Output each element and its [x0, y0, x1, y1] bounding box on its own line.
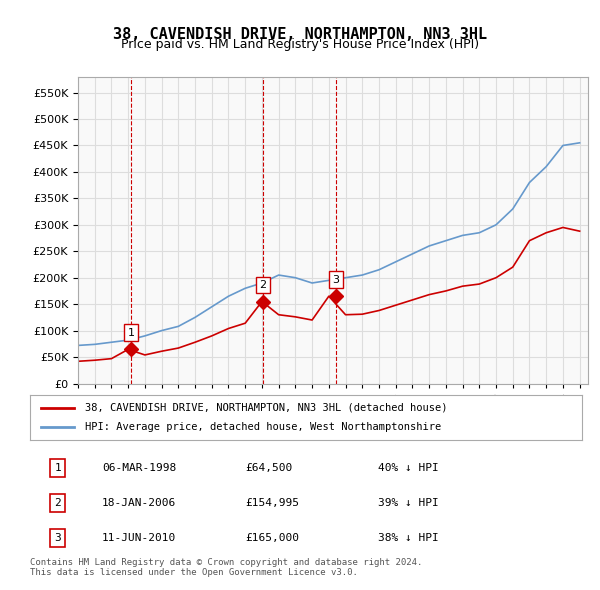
Text: 40% ↓ HPI: 40% ↓ HPI [378, 463, 439, 473]
Text: 18-JAN-2006: 18-JAN-2006 [102, 499, 176, 508]
Text: 06-MAR-1998: 06-MAR-1998 [102, 463, 176, 473]
Text: 38% ↓ HPI: 38% ↓ HPI [378, 533, 439, 543]
Text: 1: 1 [54, 463, 61, 473]
Text: 39% ↓ HPI: 39% ↓ HPI [378, 499, 439, 508]
Text: 11-JUN-2010: 11-JUN-2010 [102, 533, 176, 543]
Text: HPI: Average price, detached house, West Northamptonshire: HPI: Average price, detached house, West… [85, 422, 442, 432]
Text: 1: 1 [128, 327, 134, 337]
Text: 3: 3 [54, 533, 61, 543]
Text: £165,000: £165,000 [245, 533, 299, 543]
Text: Price paid vs. HM Land Registry's House Price Index (HPI): Price paid vs. HM Land Registry's House … [121, 38, 479, 51]
Text: 2: 2 [259, 280, 266, 290]
Text: £64,500: £64,500 [245, 463, 293, 473]
Text: 38, CAVENDISH DRIVE, NORTHAMPTON, NN3 3HL (detached house): 38, CAVENDISH DRIVE, NORTHAMPTON, NN3 3H… [85, 403, 448, 412]
Text: 38, CAVENDISH DRIVE, NORTHAMPTON, NN3 3HL: 38, CAVENDISH DRIVE, NORTHAMPTON, NN3 3H… [113, 27, 487, 41]
Text: £154,995: £154,995 [245, 499, 299, 508]
Text: 2: 2 [54, 499, 61, 508]
Text: Contains HM Land Registry data © Crown copyright and database right 2024.
This d: Contains HM Land Registry data © Crown c… [30, 558, 422, 577]
Text: 3: 3 [332, 274, 340, 284]
